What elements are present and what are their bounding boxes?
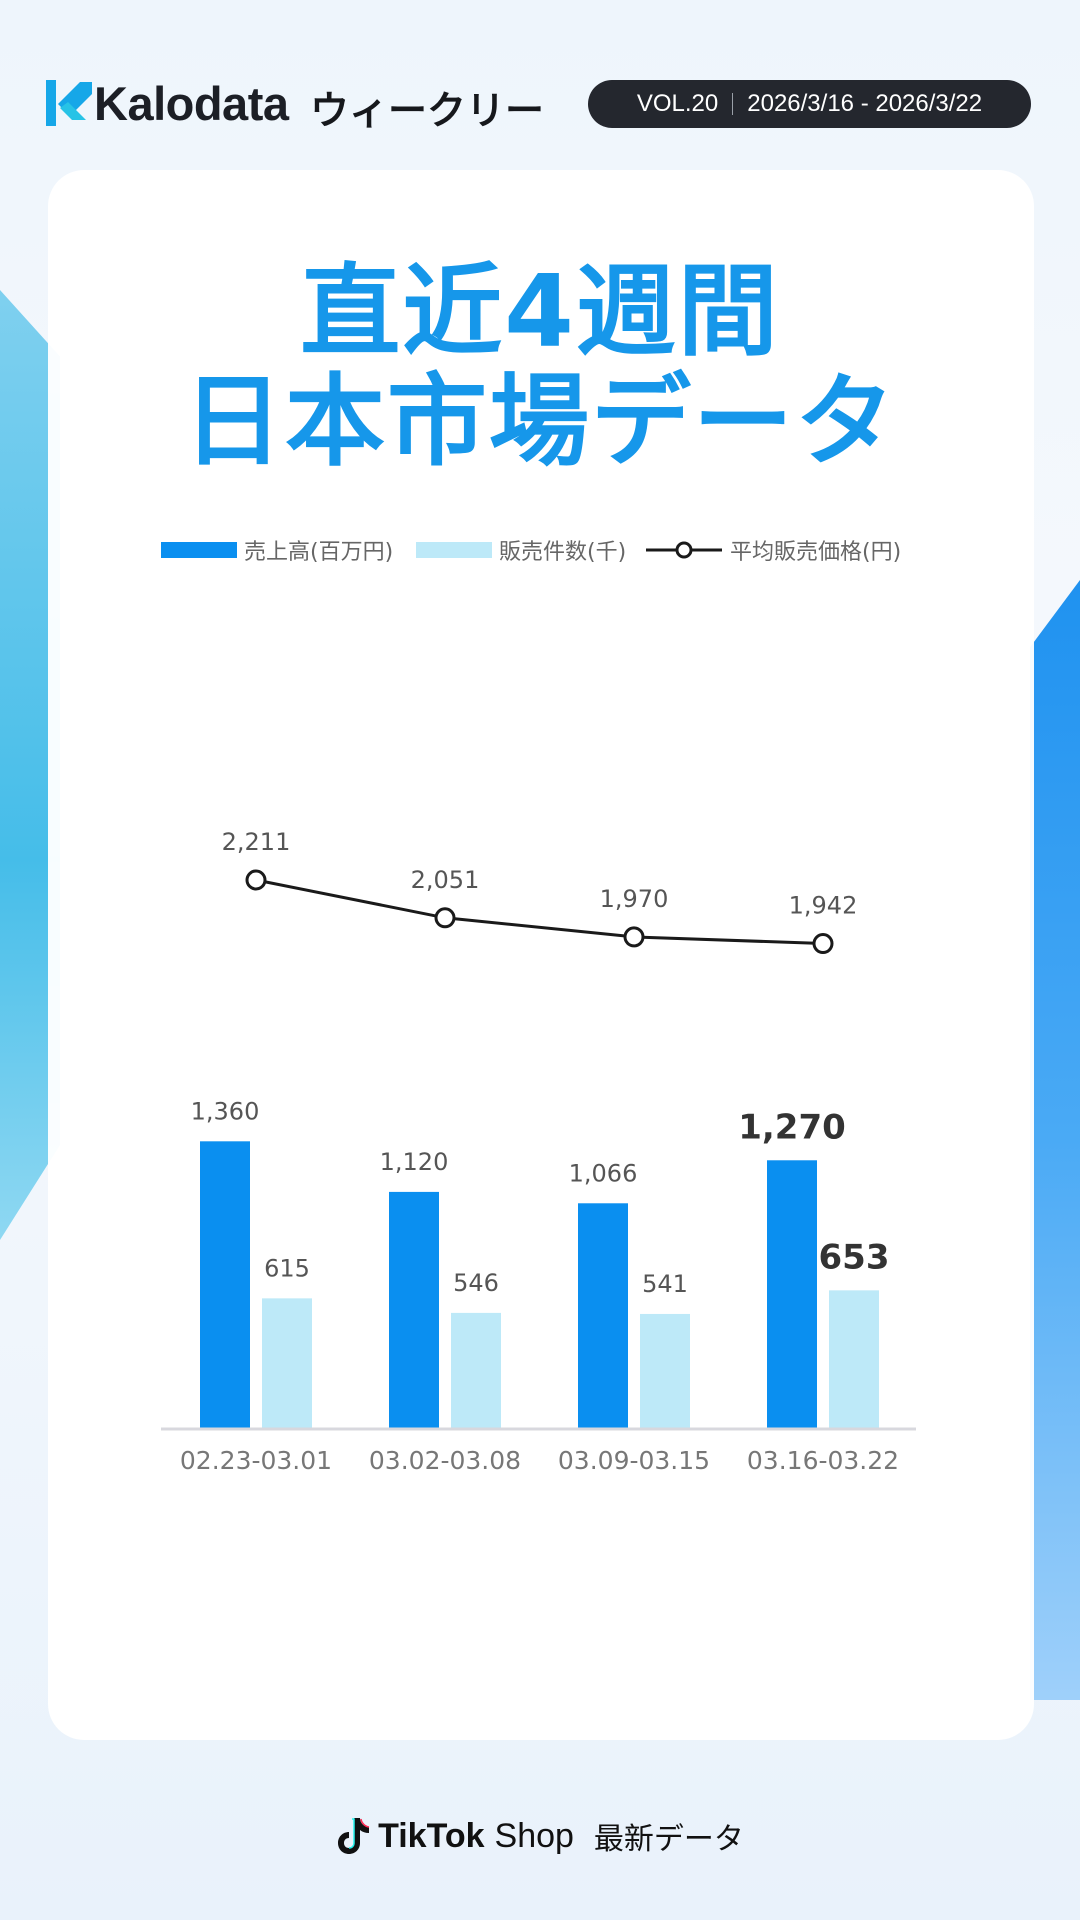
content-card bbox=[48, 170, 1034, 1740]
data-label-sales: 1,120 bbox=[380, 1148, 449, 1176]
price-point bbox=[623, 926, 645, 948]
footer: TikTok Shop 最新データ bbox=[0, 1808, 1080, 1864]
decorative-right-band bbox=[1030, 580, 1080, 1700]
bar-sales bbox=[767, 1160, 817, 1428]
brand-name: Kalodata bbox=[94, 77, 289, 130]
x-tick-label: 02.23-03.01 bbox=[180, 1446, 332, 1475]
bar-units bbox=[262, 1298, 312, 1428]
legend-swatch-sales bbox=[161, 542, 237, 558]
header: Kalodata ウィークリー VOL.20 2026/3/16 - 2026/… bbox=[0, 0, 1080, 150]
legend-label-sales: 売上高(百万円) bbox=[244, 540, 393, 565]
price-point bbox=[434, 907, 456, 929]
footer-caption: 最新データ bbox=[593, 1822, 744, 1857]
price-point bbox=[245, 869, 267, 891]
tiktok-icon bbox=[338, 1818, 370, 1854]
price-point bbox=[812, 933, 834, 955]
bar-sales bbox=[200, 1141, 250, 1428]
volume-date-pill: VOL.20 2026/3/16 - 2026/3/22 bbox=[588, 80, 1031, 128]
legend-swatch-units bbox=[416, 542, 492, 558]
legend-label-units: 販売件数(千) bbox=[499, 540, 626, 565]
weekly-label: ウィークリー bbox=[310, 89, 545, 134]
data-label-sales: 1,360 bbox=[191, 1097, 260, 1125]
data-label-units: 653 bbox=[819, 1237, 890, 1277]
pill-divider bbox=[732, 93, 734, 115]
data-label-units: 541 bbox=[642, 1270, 688, 1298]
date-range: 2026/3/16 - 2026/3/22 bbox=[747, 90, 983, 117]
data-label-units: 546 bbox=[453, 1269, 499, 1297]
legend-marker-price bbox=[675, 541, 693, 559]
bar-sales bbox=[389, 1191, 439, 1428]
volume-label: VOL.20 bbox=[636, 90, 719, 117]
x-tick-label: 03.09-03.15 bbox=[558, 1446, 710, 1475]
title-line-2: 日本市場データ bbox=[183, 363, 897, 480]
bar-units bbox=[640, 1313, 690, 1428]
legend-label-price: 平均販売価格(円) bbox=[730, 540, 901, 565]
kalodata-logo-icon bbox=[46, 80, 92, 126]
data-label-price: 2,051 bbox=[411, 866, 480, 894]
data-label-sales: 1,066 bbox=[569, 1159, 638, 1187]
data-label-units: 615 bbox=[264, 1254, 310, 1282]
x-tick-label: 03.02-03.08 bbox=[369, 1446, 521, 1475]
data-label-price: 1,942 bbox=[789, 892, 858, 920]
footer-brand: TikTok bbox=[378, 1816, 485, 1855]
x-tick-label: 03.16-03.22 bbox=[747, 1446, 899, 1475]
bar-units bbox=[829, 1290, 879, 1428]
bar-units bbox=[451, 1312, 501, 1428]
title-line-1: 直近4週間 bbox=[300, 253, 780, 370]
footer-shop: Shop bbox=[494, 1816, 574, 1855]
data-label-price: 1,970 bbox=[600, 885, 669, 913]
price-line bbox=[255, 878, 824, 946]
data-label-sales: 1,270 bbox=[738, 1107, 846, 1147]
data-label-price: 2,211 bbox=[222, 828, 291, 856]
bar-sales bbox=[578, 1203, 628, 1428]
